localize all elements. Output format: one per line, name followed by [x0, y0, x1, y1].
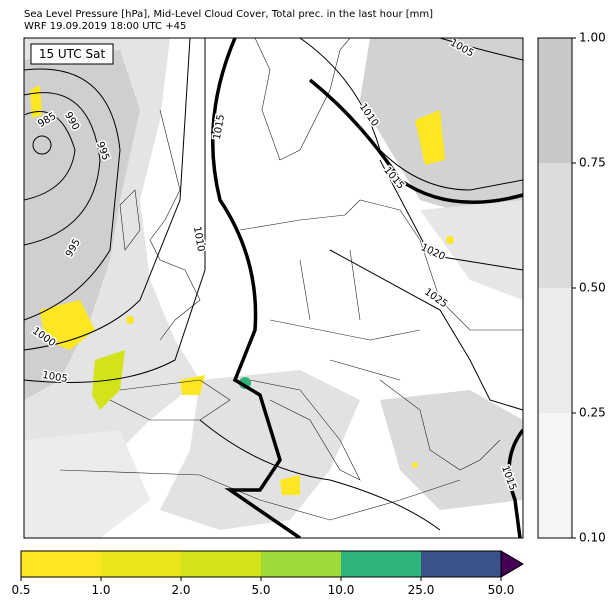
precip-color-segment — [21, 551, 101, 577]
isobar-1015 — [211, 38, 523, 538]
precip-tick-label: 25.0 — [408, 583, 435, 597]
precip-tick-label: 1.0 — [91, 583, 110, 597]
cloud-tick-label: 0.75 — [579, 156, 606, 170]
precip-tick-label: 5.0 — [251, 583, 270, 597]
precip-color-segment — [261, 551, 341, 577]
precip-tick-label: 10.0 — [328, 583, 355, 597]
isobar-label: 1005 — [41, 370, 68, 385]
precip-color-segment — [181, 551, 261, 577]
time-label-box — [30, 43, 114, 65]
subtitle: WRF 19.09.2019 18:00 UTC +45 — [24, 21, 186, 32]
cloud-color-segment — [538, 163, 572, 288]
cloud-tick-label: 0.10 — [579, 531, 606, 545]
map-frame — [23, 37, 524, 539]
cloud-tick-label: 1.00 — [579, 31, 606, 45]
precip-color-segment — [341, 551, 421, 577]
cloud-colorbar: 0.10 0.25 0.50 0.75 1.00 — [537, 31, 606, 545]
title: Sea Level Pressure [hPa], Mid-Level Clou… — [24, 9, 433, 20]
time-label: 15 UTC Sat — [39, 47, 106, 61]
precip-extend — [500, 550, 524, 578]
cloud-color-segment — [538, 288, 572, 413]
precip-color-segment — [101, 551, 181, 577]
precip-tick-label: 50.0 — [488, 583, 515, 597]
precip-color-segment — [421, 551, 501, 577]
cloud-tick-label: 0.25 — [579, 406, 606, 420]
cloud-tick-label: 0.50 — [579, 281, 606, 295]
cloud-color-segment — [538, 38, 572, 163]
precip-tick-label: 2.0 — [171, 583, 190, 597]
cloud-color-segment — [538, 413, 572, 538]
precip-tick-label: 0.5 — [11, 583, 30, 597]
precip-colorbar: 0.5 1.0 2.0 5.0 10.0 25.0 50.0 — [11, 550, 524, 597]
coastlines — [59, 38, 523, 521]
